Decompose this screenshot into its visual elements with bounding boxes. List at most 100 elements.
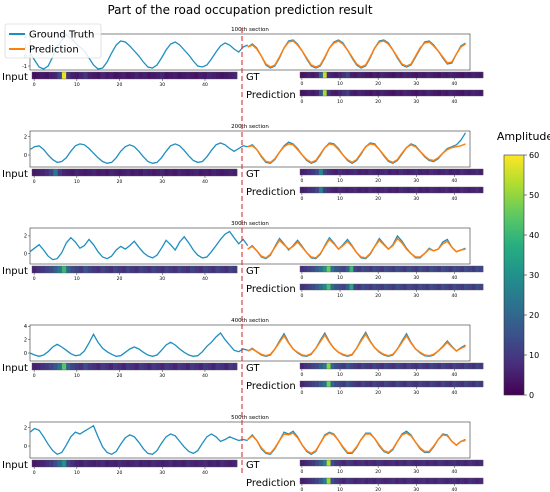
gt-label: GT [246,266,260,277]
input-cell [172,266,178,273]
gt-cell [345,72,350,78]
input-cell [215,169,221,176]
input-cell [113,363,118,370]
input-cell [164,363,169,370]
input-cell [44,169,50,176]
gt-cell [341,460,347,466]
colorbar-tick-label: 50 [529,191,539,200]
gt-cell [357,266,362,272]
prediction-cell [467,478,472,484]
gt-tick-label: 10 [337,178,343,184]
prediction-cell [433,478,438,484]
legend-box [4,23,102,59]
input-cell [198,169,204,176]
prediction-tick-label: 20 [375,390,381,396]
input-cell [215,363,221,370]
input-cell [53,363,58,370]
gt-cell [383,460,388,466]
prediction-heatmap: 0 10 20 30 40 [299,380,484,396]
ground-truth-future-line [247,132,467,165]
input-cell [228,72,234,79]
prediction-heatmap: 0 10 20 30 40 [299,186,484,202]
prediction-line [247,237,466,259]
plot-frame [29,33,471,71]
gt-cell [330,169,335,175]
prediction-cell [467,381,472,387]
input-cell [155,266,161,273]
gt-cell [471,169,476,175]
gt-cell [414,72,419,78]
input-cell [113,266,118,273]
input-cell [83,169,88,176]
input-cell [202,363,208,370]
gt-cell [307,460,312,466]
gt-cell [452,266,457,272]
gt-tick-label: 20 [375,178,381,184]
gt-cell [441,363,446,369]
prediction-cell [357,284,362,290]
prediction-cell [361,284,366,290]
gt-cell [353,266,358,272]
input-cell [74,363,80,370]
input-cell [198,460,204,467]
prediction-cell [341,478,347,484]
prediction-cell [410,187,415,193]
input-cell [70,460,76,467]
gt-tick-label: 0 [300,275,303,281]
input-cell [36,169,41,176]
y-tick-label: 0 [24,251,27,257]
input-cell [185,266,191,273]
prediction-tick-label: 40 [452,390,458,396]
prediction-cell [448,284,453,290]
prediction-tick-label: 40 [452,196,458,202]
gt-cell [425,266,430,272]
gt-cell [406,460,411,466]
input-cell [168,169,174,176]
gt-cell [463,169,469,175]
gt-cell [425,72,430,78]
gt-cell [456,460,461,466]
prediction-cell [303,90,308,96]
prediction-cell [334,90,339,96]
gt-cell [418,363,423,369]
prediction-cell [475,381,480,387]
prediction-label: Prediction [246,478,296,489]
gt-cell [479,363,484,369]
gt-cell [376,460,381,466]
prediction-cell [475,478,480,484]
prediction-cell [311,187,316,193]
prediction-cell [410,478,415,484]
prediction-cell [444,478,449,484]
input-cell [181,460,187,467]
prediction-cell [391,381,396,387]
prediction-cell [460,284,465,290]
input-cell [177,460,182,467]
prediction-tick-label: 10 [337,196,343,202]
input-cell [147,266,152,273]
prediction-cell [376,284,381,290]
prediction-cell [380,478,385,484]
prediction-cell [334,187,339,193]
gt-cell [444,460,449,466]
gt-cell [437,169,442,175]
prediction-cell [441,381,446,387]
input-cell [228,169,234,176]
gt-cell [418,169,423,175]
prediction-tick-label: 20 [375,196,381,202]
prediction-cell [410,90,415,96]
prediction-line [247,332,466,357]
input-cell [91,460,97,467]
gt-cell [441,72,446,78]
gt-cell [429,460,434,466]
prediction-cell [463,284,469,290]
gt-cell [460,266,465,272]
gt-tick-label: 0 [300,372,303,378]
gt-cell [315,72,320,78]
prediction-cell [300,90,305,96]
prediction-cell [456,90,461,96]
gt-cell [391,363,396,369]
gt-tick-label: 10 [337,372,343,378]
prediction-cell [471,187,476,193]
prediction-cell [372,381,377,387]
